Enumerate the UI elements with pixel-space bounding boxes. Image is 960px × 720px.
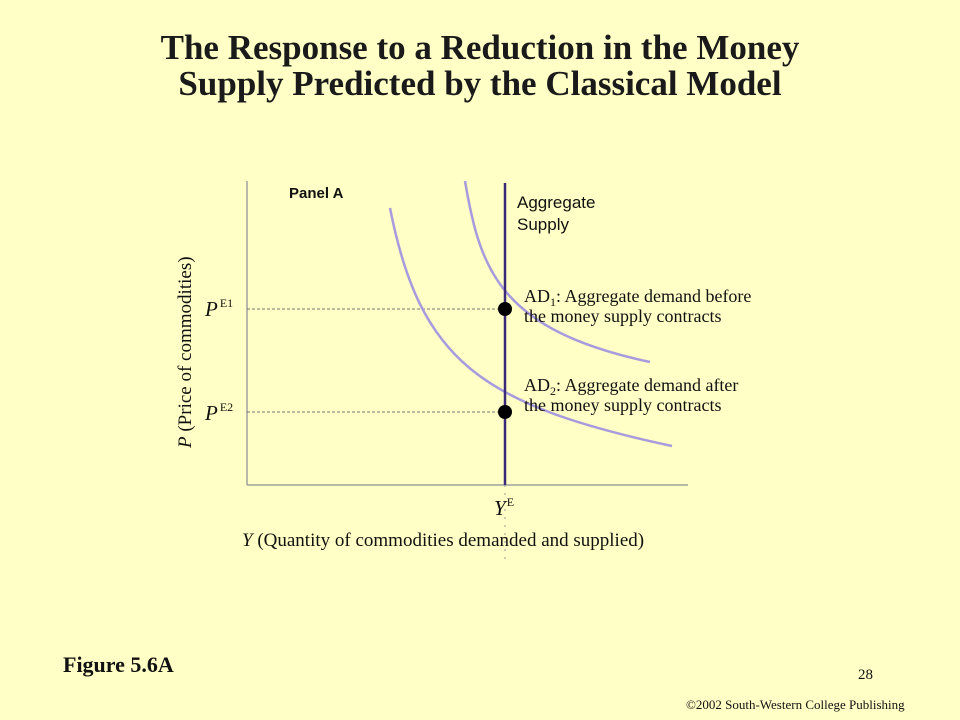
copyright-notice: ©2002 South-Western College Publishing xyxy=(686,697,905,712)
page-number: 28 xyxy=(858,667,873,683)
ye-label: YE xyxy=(494,495,514,520)
title-line-2: Supply Predicted by the Classical Model xyxy=(178,64,782,103)
ad2-label: AD2: Aggregate demand after the money su… xyxy=(524,375,743,415)
x-axis-label: Y (Quantity of commodities demanded and … xyxy=(242,530,644,551)
pe1-label: P E1 xyxy=(204,296,233,321)
title-line-1: The Response to a Reduction in the Money xyxy=(160,28,800,67)
pe2-label: P E2 xyxy=(204,400,233,425)
panel-label: Panel A xyxy=(289,185,344,202)
ad1-curve xyxy=(463,180,651,364)
figure-label: Figure 5.6A xyxy=(63,652,174,677)
equilibrium-point-2 xyxy=(498,405,512,419)
equilibrium-point-1 xyxy=(498,302,512,316)
aggregate-supply-label: Aggregate Supply xyxy=(517,193,600,234)
ad2-curve xyxy=(388,207,673,448)
slide-title: The Response to a Reduction in the Money… xyxy=(0,30,960,102)
ad1-label: AD1: Aggregate demand before the money s… xyxy=(524,286,756,326)
y-axis-label: P (Price of commodities) xyxy=(175,256,196,449)
